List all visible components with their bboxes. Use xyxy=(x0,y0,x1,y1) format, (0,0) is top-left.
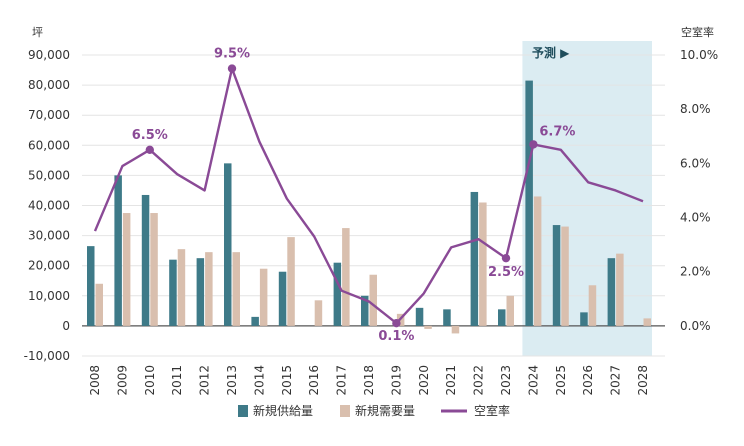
y-left-tick-label: 0 xyxy=(62,319,70,333)
bar-supply xyxy=(224,163,232,326)
legend: 新規供給量 新規需要量 空室率 xyxy=(238,403,510,418)
legend-label-demand: 新規需要量 xyxy=(355,403,415,418)
legend-label-supply: 新規供給量 xyxy=(253,403,313,418)
vacancy-rate-point xyxy=(392,318,401,328)
x-tick-label: 2009 xyxy=(115,365,129,396)
x-tick-label: 2015 xyxy=(280,365,294,396)
x-tick-label: 2019 xyxy=(389,365,403,396)
y-right-tick-label: 8.0% xyxy=(680,102,711,116)
bar-demand xyxy=(177,249,186,326)
x-tick-label: 2010 xyxy=(143,365,157,396)
x-tick-label: 2021 xyxy=(444,365,458,396)
legend-swatch-demand xyxy=(340,405,350,417)
vacancy-rate-point xyxy=(529,140,538,149)
y-left-tick-label: 20,000 xyxy=(28,259,70,273)
bar-demand xyxy=(506,295,514,326)
bar-supply xyxy=(251,316,259,326)
bar-supply xyxy=(333,262,342,326)
vacancy-rate-label: 9.5% xyxy=(214,47,250,62)
forecast-label: 予測 ▶ xyxy=(532,45,570,60)
bar-supply xyxy=(361,295,369,326)
bar-supply xyxy=(415,307,424,326)
y-right-tick-label: 4.0% xyxy=(680,211,711,225)
forecast-region xyxy=(522,41,652,356)
vacancy-rate-line xyxy=(93,67,644,325)
legend-label-vacancy: 空室率 xyxy=(474,403,510,418)
bar-demand xyxy=(369,274,377,326)
x-tick-label: 2023 xyxy=(499,365,513,396)
vacancy-rate-label: 6.5% xyxy=(132,128,168,143)
bar-demand xyxy=(205,252,213,326)
vacancy-rate-label: 0.1% xyxy=(378,329,414,344)
y-left-tick-label: 80,000 xyxy=(28,78,70,92)
bar-demand xyxy=(451,325,460,334)
bar-supply xyxy=(169,259,177,326)
x-tick-label: 2025 xyxy=(554,365,568,396)
y-left-tick-label: 10,000 xyxy=(28,289,70,303)
y-left-tick-label: 90,000 xyxy=(28,48,70,62)
y-right-tick-label: 0.0% xyxy=(680,319,711,333)
x-tick-label: 2022 xyxy=(472,365,486,396)
bar-demand xyxy=(259,268,268,326)
bar-demand xyxy=(150,213,158,326)
bar-demand xyxy=(342,228,350,326)
bar-demand xyxy=(479,202,487,326)
x-tick-label: 2024 xyxy=(526,365,540,396)
y-right-tick-label: 6.0% xyxy=(680,156,711,170)
bar-demand xyxy=(122,213,131,326)
bar-supply xyxy=(498,309,506,326)
x-tick-label: 2016 xyxy=(307,365,321,396)
bar-demand xyxy=(533,196,542,326)
bar-supply xyxy=(443,309,451,326)
x-tick-label: 2026 xyxy=(581,365,595,396)
x-tick-label: 2012 xyxy=(198,365,212,396)
x-tick-label: 2028 xyxy=(636,365,650,396)
bar-supply xyxy=(607,258,616,326)
bar-demand xyxy=(643,318,651,326)
x-tick-label: 2014 xyxy=(252,365,266,396)
bar-demand xyxy=(561,226,569,326)
bar-demand xyxy=(287,237,295,326)
legend-swatch-supply xyxy=(238,405,248,417)
vacancy-rate-point xyxy=(501,253,511,263)
bar-supply xyxy=(278,271,287,326)
x-tick-label: 2018 xyxy=(362,365,376,396)
y-left-tick-label: -10,000 xyxy=(24,349,70,363)
bar-supply xyxy=(470,191,479,326)
x-tick-label: 2008 xyxy=(88,365,102,396)
bar-demand xyxy=(424,325,432,329)
y-left-tick-label: 60,000 xyxy=(28,138,70,152)
left-axis-unit: 坪 xyxy=(32,26,43,39)
vacancy-rate-point xyxy=(227,64,237,73)
right-axis-unit: 空室率 xyxy=(681,25,714,39)
y-left-tick-label: 50,000 xyxy=(28,168,70,182)
y-left-tick-label: 30,000 xyxy=(28,229,70,243)
bar-demand xyxy=(616,253,624,326)
bar-demand xyxy=(588,285,597,326)
x-tick-label: 2013 xyxy=(225,365,239,396)
y-left-tick-label: 70,000 xyxy=(28,108,70,122)
y-right-tick-label: 10.0% xyxy=(680,48,718,62)
bar-supply xyxy=(87,246,95,326)
x-tick-label: 2017 xyxy=(335,365,349,396)
bar-supply xyxy=(114,175,122,326)
y-right-tick-label: 2.0% xyxy=(680,265,711,279)
bar-demand xyxy=(95,283,103,326)
x-tick-label: 2011 xyxy=(170,365,184,396)
x-tick-label: 2020 xyxy=(417,365,431,396)
bar-supply xyxy=(580,312,588,326)
vacancy-rate-point xyxy=(145,145,154,155)
y-left-tick-label: 40,000 xyxy=(28,199,70,213)
vacancy-rate-label: 6.7% xyxy=(539,124,575,139)
bar-supply xyxy=(525,80,533,326)
bar-supply xyxy=(141,194,150,326)
bar-demand xyxy=(232,252,240,326)
bar-supply xyxy=(196,258,205,326)
x-tick-label: 2027 xyxy=(609,365,623,396)
bar-supply xyxy=(552,225,561,326)
bar-demand xyxy=(314,300,323,326)
vacancy-rate-label: 2.5% xyxy=(488,265,524,280)
